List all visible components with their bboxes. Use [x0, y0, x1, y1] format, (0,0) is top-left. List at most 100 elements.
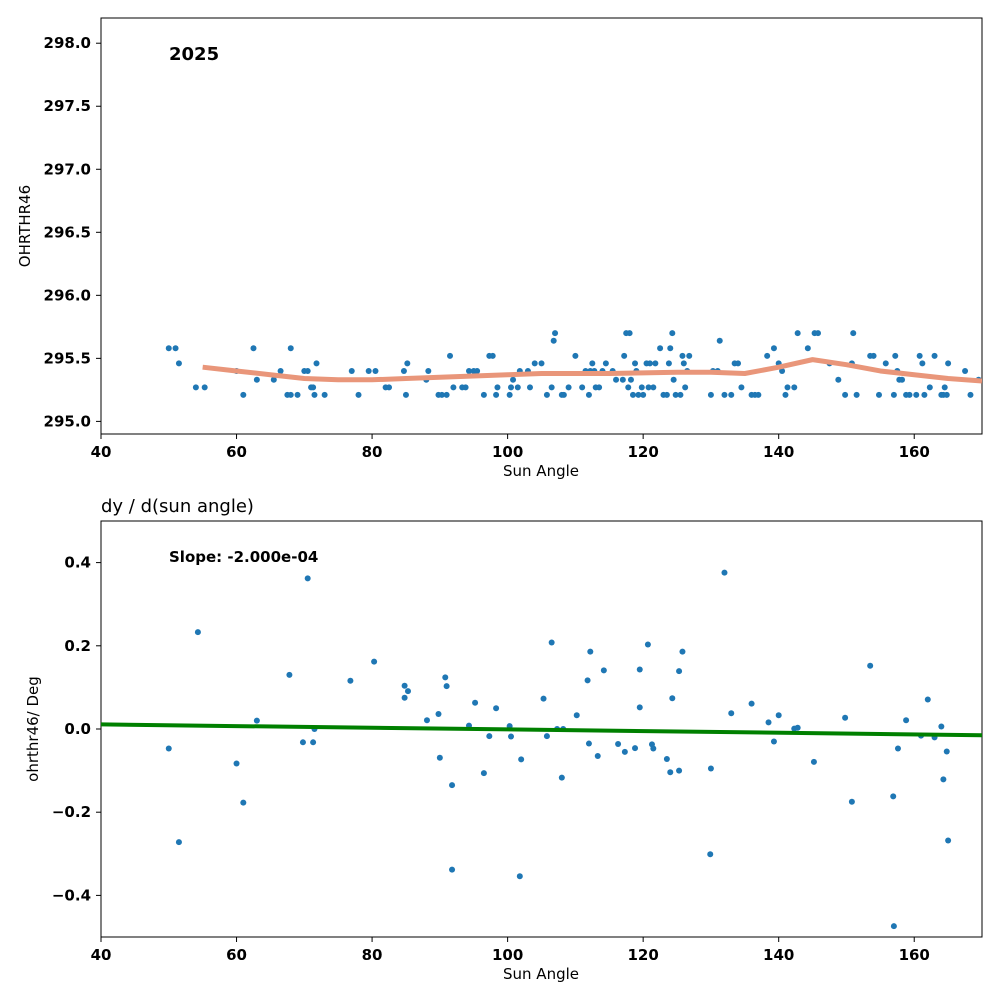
- x-tick-label: 140: [763, 946, 794, 964]
- data-point: [913, 391, 920, 398]
- bottom-fit-line: [101, 722, 982, 738]
- data-point: [669, 695, 676, 702]
- data-point: [721, 391, 728, 398]
- data-point: [945, 360, 952, 367]
- top-annotation: 2025: [169, 44, 219, 65]
- data-point: [402, 391, 409, 398]
- data-point: [632, 360, 639, 367]
- data-point: [558, 774, 565, 781]
- trend-line: [202, 357, 982, 384]
- data-point: [890, 793, 897, 800]
- bottom-x-ticks: 40 60 80 100 120 140 160: [91, 937, 930, 964]
- data-point: [540, 695, 547, 702]
- data-point: [748, 700, 755, 707]
- x-tick-label: 160: [899, 443, 930, 461]
- data-point: [794, 724, 801, 731]
- data-point: [518, 756, 525, 763]
- data-point: [304, 575, 311, 582]
- data-point: [449, 782, 456, 789]
- data-point: [493, 705, 500, 712]
- data-point: [728, 710, 735, 717]
- data-point: [486, 733, 493, 740]
- data-point: [386, 384, 393, 391]
- data-point: [165, 745, 172, 752]
- data-point: [423, 717, 430, 724]
- data-point: [650, 384, 657, 391]
- data-point: [240, 799, 247, 806]
- data-point: [489, 352, 496, 359]
- data-point: [940, 776, 947, 783]
- data-point: [619, 376, 626, 383]
- data-point: [442, 674, 449, 681]
- data-point: [270, 376, 277, 383]
- data-point: [640, 391, 647, 398]
- data-point: [850, 330, 857, 337]
- y-tick-label: 296.0: [44, 286, 91, 304]
- data-point: [526, 384, 533, 391]
- data-point: [755, 391, 762, 398]
- data-point: [510, 376, 517, 383]
- y-tick-label: 0.4: [64, 554, 91, 572]
- data-point: [679, 352, 686, 359]
- y-tick-label: 295.0: [44, 412, 91, 430]
- x-tick-label: 120: [627, 946, 658, 964]
- data-point: [287, 345, 294, 352]
- data-point: [585, 740, 592, 747]
- data-point: [401, 682, 408, 689]
- data-point: [543, 733, 550, 740]
- x-tick-label: 80: [362, 946, 383, 964]
- top-panel: 40 60 80 100 120 140 160 295.0295.5296.0296.52…: [16, 17, 983, 480]
- data-point: [480, 391, 487, 398]
- data-point: [365, 367, 372, 374]
- data-point: [853, 391, 860, 398]
- data-point: [779, 367, 786, 374]
- data-point: [321, 391, 328, 398]
- data-point: [931, 352, 938, 359]
- data-point: [447, 352, 454, 359]
- data-point: [621, 352, 628, 359]
- x-tick-label: 160: [899, 946, 930, 964]
- data-point: [192, 384, 199, 391]
- data-point: [579, 384, 586, 391]
- data-point: [707, 765, 714, 772]
- data-point: [894, 745, 901, 752]
- y-tick-label: −0.2: [52, 803, 91, 821]
- data-point: [508, 733, 515, 740]
- data-point: [347, 677, 354, 684]
- data-point: [870, 352, 877, 359]
- data-point: [716, 337, 723, 344]
- data-point: [573, 712, 580, 719]
- data-point: [629, 391, 636, 398]
- data-point: [728, 391, 735, 398]
- data-point: [310, 384, 317, 391]
- data-point: [240, 391, 247, 398]
- data-point: [493, 391, 500, 398]
- data-point: [165, 345, 172, 352]
- data-point: [644, 641, 651, 648]
- data-point: [480, 770, 487, 777]
- x-tick-label: 40: [91, 443, 112, 461]
- data-point: [548, 384, 555, 391]
- data-point: [613, 376, 620, 383]
- y-tick-label: 298.0: [44, 34, 91, 52]
- data-point: [962, 367, 969, 374]
- data-point: [867, 662, 874, 669]
- data-point: [635, 391, 642, 398]
- data-point: [584, 677, 591, 684]
- data-point: [443, 391, 450, 398]
- x-tick-label: 80: [362, 443, 383, 461]
- data-point: [602, 360, 609, 367]
- data-point: [594, 753, 601, 760]
- data-point: [371, 658, 378, 665]
- data-point: [926, 384, 933, 391]
- data-point: [287, 391, 294, 398]
- data-point: [657, 345, 664, 352]
- data-point: [794, 330, 801, 337]
- data-point: [175, 839, 182, 846]
- data-point: [938, 723, 945, 730]
- top-scatter-points: [165, 330, 982, 398]
- data-point: [784, 384, 791, 391]
- data-point: [672, 391, 679, 398]
- data-point: [899, 376, 906, 383]
- data-point: [175, 360, 182, 367]
